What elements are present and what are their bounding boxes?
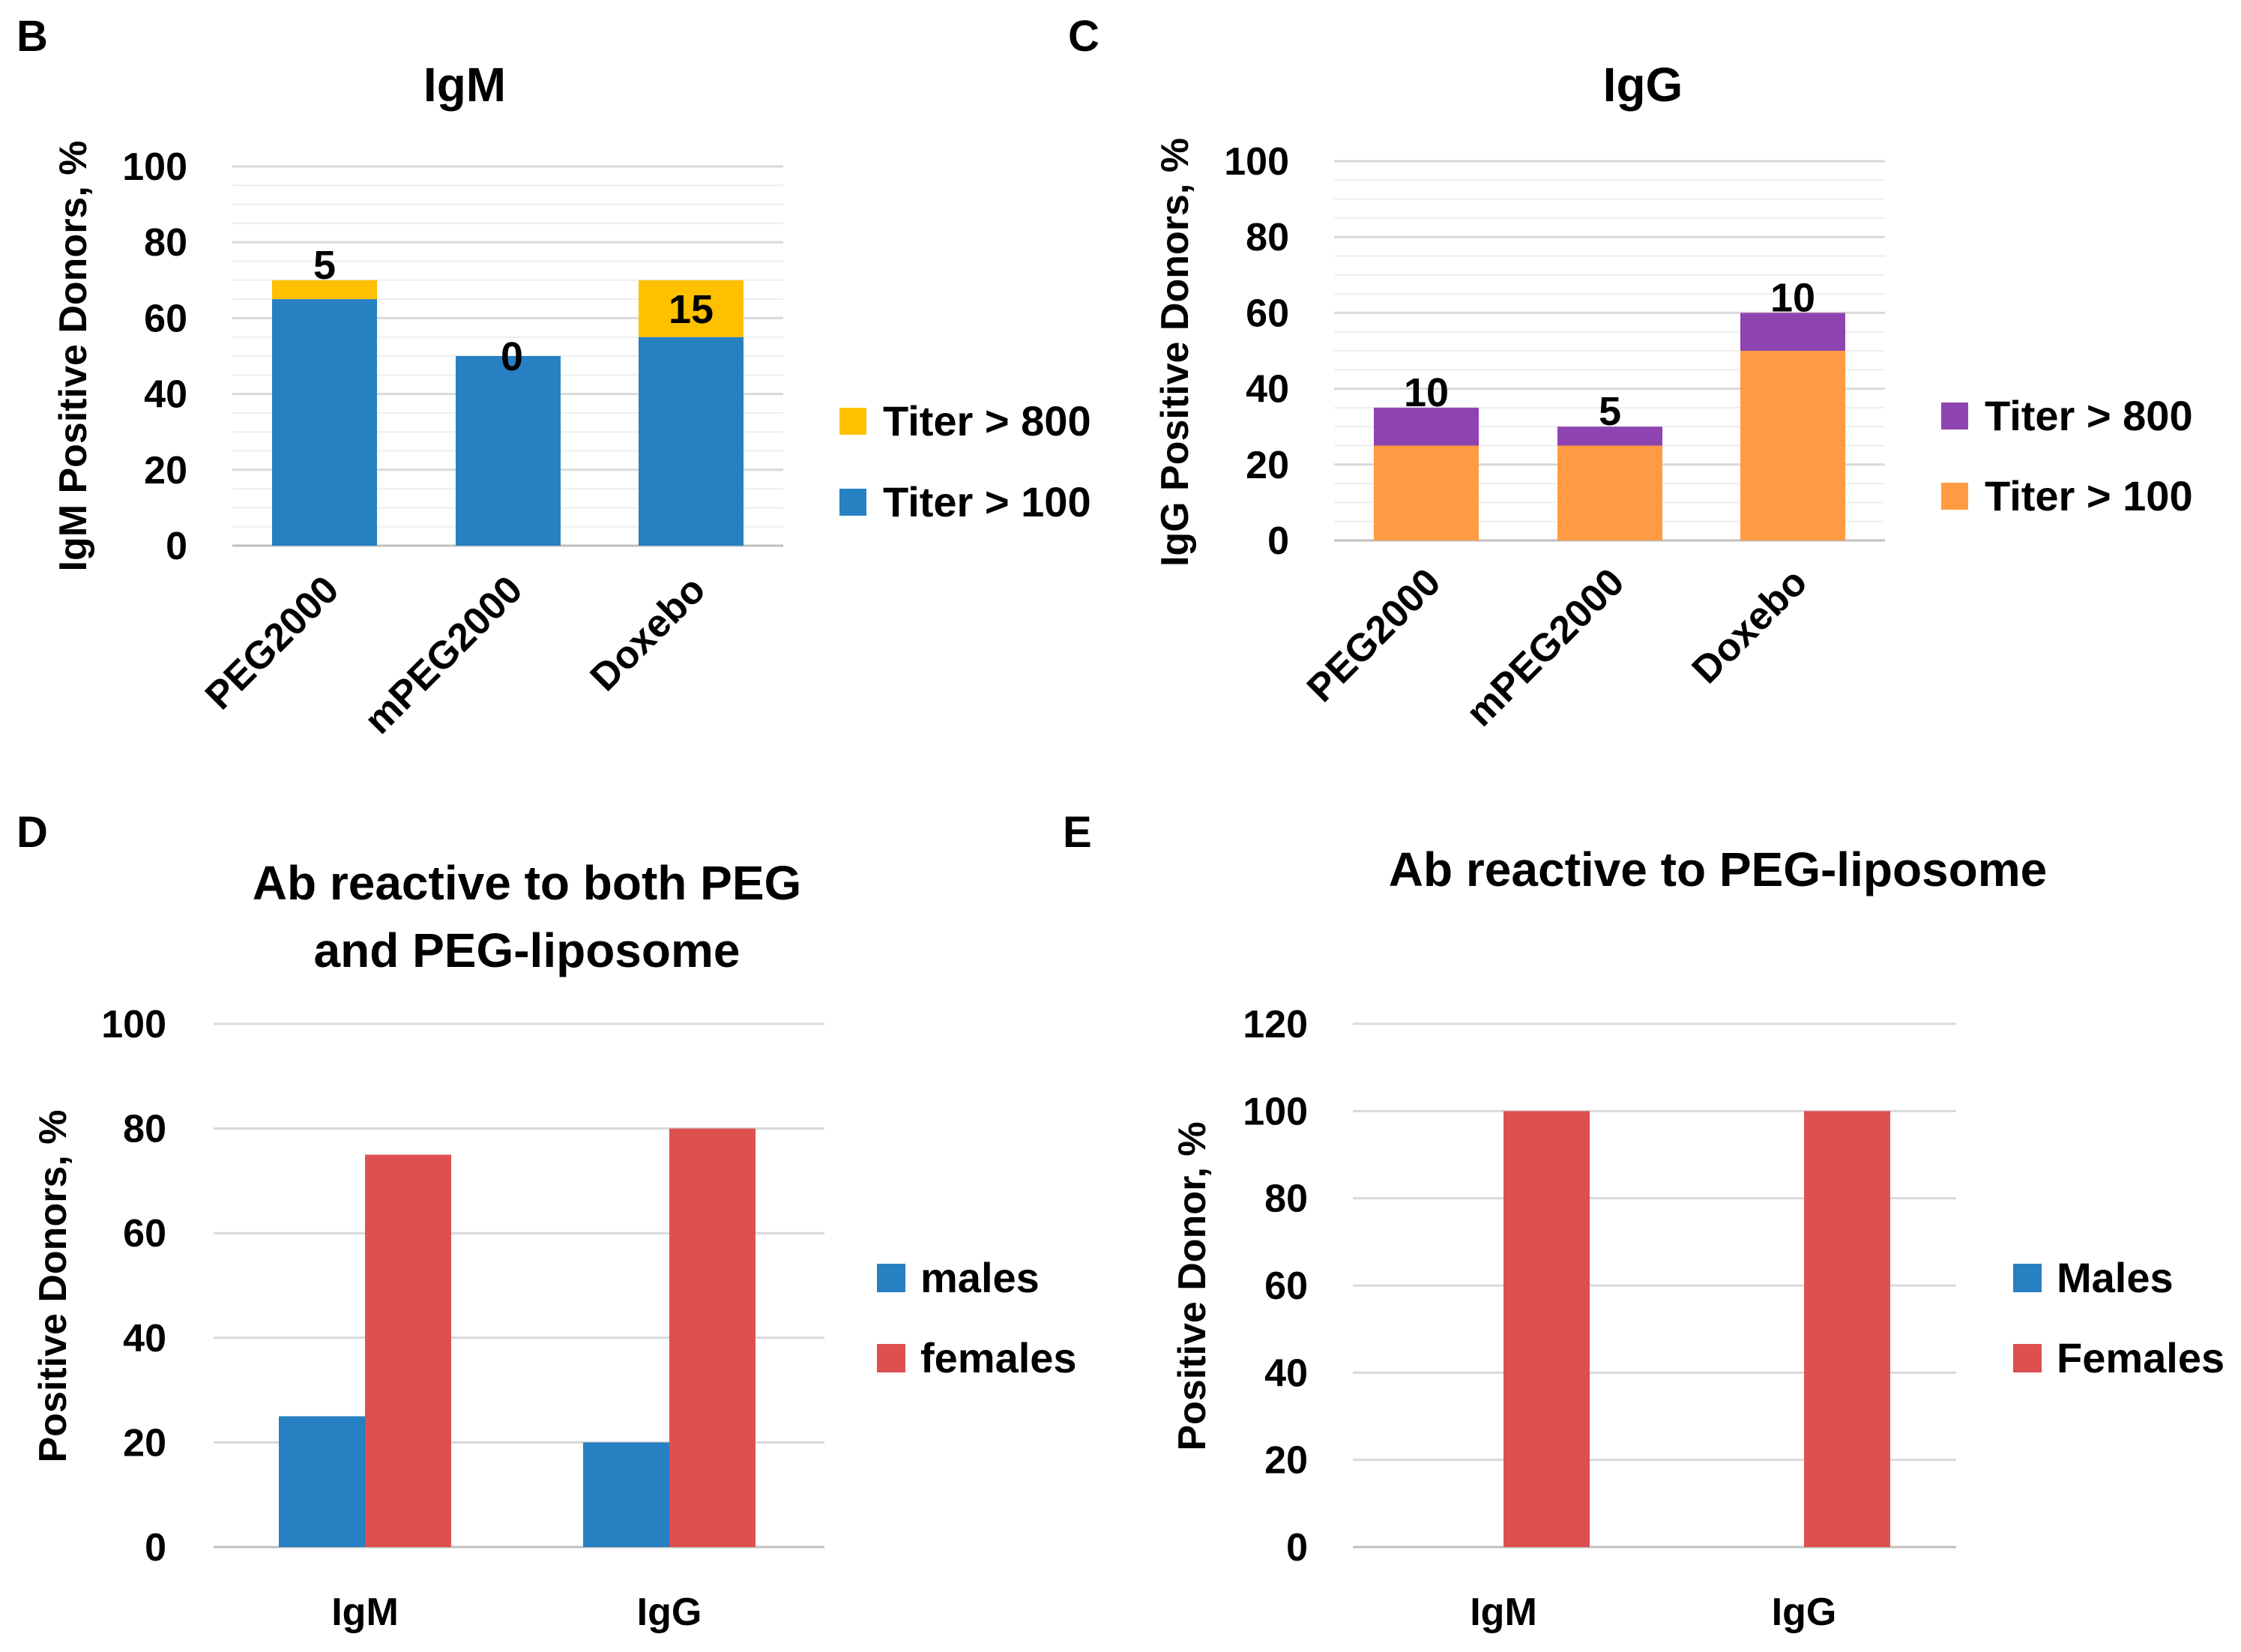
y-tick-label: 100 xyxy=(1243,1090,1308,1133)
y-axis-label: IgG Positive Donors, % xyxy=(1153,138,1197,567)
y-tick-label: 100 xyxy=(122,145,187,189)
data-label: 0 xyxy=(501,334,523,379)
y-tick-label: 100 xyxy=(1224,140,1289,184)
chart-panel-b: B IgM 0 20 40 60 80 100 IgM Positive Donors, % 5 0… xyxy=(16,12,1091,743)
bar-females-igg xyxy=(669,1128,755,1547)
legend-swatch xyxy=(1941,403,1968,429)
y-tick-label: 80 xyxy=(1246,216,1289,259)
y-tick-label: 20 xyxy=(144,449,187,492)
y-tick-label: 80 xyxy=(144,221,187,265)
bar-titer-800-peg2000 xyxy=(1374,407,1479,446)
legend-label: Titer > 800 xyxy=(1985,392,2193,439)
bar-females-igm xyxy=(365,1154,451,1547)
bar-titer-100-doxebo xyxy=(1740,351,1845,540)
y-axis-label: Positive Donor, % xyxy=(1171,1121,1214,1450)
bar-titer-800-mpeg2000 xyxy=(1557,426,1662,446)
bar-titer-100-doxebo xyxy=(639,337,744,546)
y-tick-label: 40 xyxy=(144,373,187,417)
legend-swatch xyxy=(2013,1344,2042,1372)
data-label: 10 xyxy=(1770,275,1815,320)
y-tick-label: 120 xyxy=(1243,1003,1308,1046)
y-tick-label: 40 xyxy=(1246,368,1289,412)
bar-titer-100-peg2000 xyxy=(272,299,377,546)
y-axis-label: IgM Positive Donors, % xyxy=(52,141,95,572)
bar-females-igg xyxy=(1804,1111,1890,1547)
data-label: 5 xyxy=(1599,389,1621,434)
legend-label: Females xyxy=(2057,1334,2225,1381)
bar-titer-100-peg2000 xyxy=(1374,445,1479,540)
legend-label: Titer > 100 xyxy=(883,478,1091,525)
y-tick-label: 20 xyxy=(1246,444,1289,487)
bar-males-igg xyxy=(583,1442,669,1547)
chart-title: Ab reactive to both PEG xyxy=(253,856,802,910)
panel-letter: C xyxy=(1068,12,1100,61)
bar-titer-100-mpeg2000 xyxy=(456,356,561,546)
bar-males-igm xyxy=(279,1416,365,1547)
x-tick-label: IgM xyxy=(331,1591,399,1634)
data-label: 15 xyxy=(669,287,714,332)
chart-title: IgM xyxy=(423,58,506,112)
y-tick-label: 100 xyxy=(101,1003,166,1046)
chart-panel-e: E Ab reactive to PEG-liposome 0 20 40 60 80 100… xyxy=(1063,808,2225,1634)
chart-title: IgG xyxy=(1603,58,1683,112)
x-tick-label: IgG xyxy=(1772,1591,1837,1634)
legend-swatch xyxy=(1941,483,1968,510)
panel-letter: D xyxy=(16,808,48,857)
bar-titer-800-doxebo xyxy=(639,280,744,337)
chart-title: and PEG-liposome xyxy=(314,923,741,977)
legend-swatch xyxy=(877,1264,905,1292)
y-tick-label: 80 xyxy=(123,1108,166,1151)
y-tick-label: 20 xyxy=(123,1421,166,1465)
x-tick-label: Doxebo xyxy=(582,567,714,699)
legend-label: males xyxy=(920,1254,1040,1301)
data-label: 10 xyxy=(1404,370,1449,415)
x-tick-label: Doxebo xyxy=(1684,560,1816,692)
legend-swatch xyxy=(2013,1264,2042,1292)
y-tick-label: 0 xyxy=(1267,519,1289,563)
panel-letter: B xyxy=(16,12,48,61)
x-tick-label: PEG2000 xyxy=(1299,560,1449,710)
bar-females-igm xyxy=(1503,1111,1590,1547)
y-axis-label: Positive Donors, % xyxy=(31,1110,75,1463)
y-tick-label: 0 xyxy=(166,525,187,568)
legend-label: Titer > 100 xyxy=(1985,472,2193,519)
bar-titer-800-doxebo xyxy=(1740,313,1845,351)
y-tick-label: 60 xyxy=(123,1212,166,1255)
legend-label: females xyxy=(920,1334,1077,1381)
legend-label: Titer > 800 xyxy=(883,397,1091,444)
legend-label: Males xyxy=(2057,1254,2174,1301)
x-tick-label: mPEG2000 xyxy=(356,567,531,742)
legend-swatch xyxy=(839,408,866,435)
y-tick-label: 20 xyxy=(1264,1439,1308,1483)
x-tick-label: IgM xyxy=(1470,1591,1537,1634)
legend-swatch xyxy=(839,489,866,516)
y-tick-label: 60 xyxy=(144,297,187,340)
legend-swatch xyxy=(877,1344,905,1372)
x-tick-label: IgG xyxy=(637,1591,702,1634)
bar-titer-100-mpeg2000 xyxy=(1557,445,1662,540)
chart-title: Ab reactive to PEG-liposome xyxy=(1389,842,2047,896)
y-tick-label: 40 xyxy=(123,1317,166,1360)
y-tick-label: 80 xyxy=(1264,1178,1308,1221)
chart-panel-c: C IgG 0 20 40 60 80 100 IgG Positive Donors, % 10… xyxy=(1068,12,2193,735)
y-tick-label: 0 xyxy=(1286,1526,1308,1570)
y-tick-label: 60 xyxy=(1264,1264,1308,1308)
x-tick-label: mPEG2000 xyxy=(1458,560,1632,735)
chart-panel-d: D Ab reactive to both PEG and PEG-liposome… xyxy=(16,808,1077,1634)
y-tick-label: 60 xyxy=(1246,292,1289,335)
y-tick-label: 40 xyxy=(1264,1351,1308,1395)
y-tick-label: 0 xyxy=(145,1526,166,1570)
bar-titer-800-peg2000 xyxy=(272,280,377,300)
panel-letter: E xyxy=(1063,808,1092,857)
data-label: 5 xyxy=(313,243,336,288)
x-tick-label: PEG2000 xyxy=(197,567,347,717)
